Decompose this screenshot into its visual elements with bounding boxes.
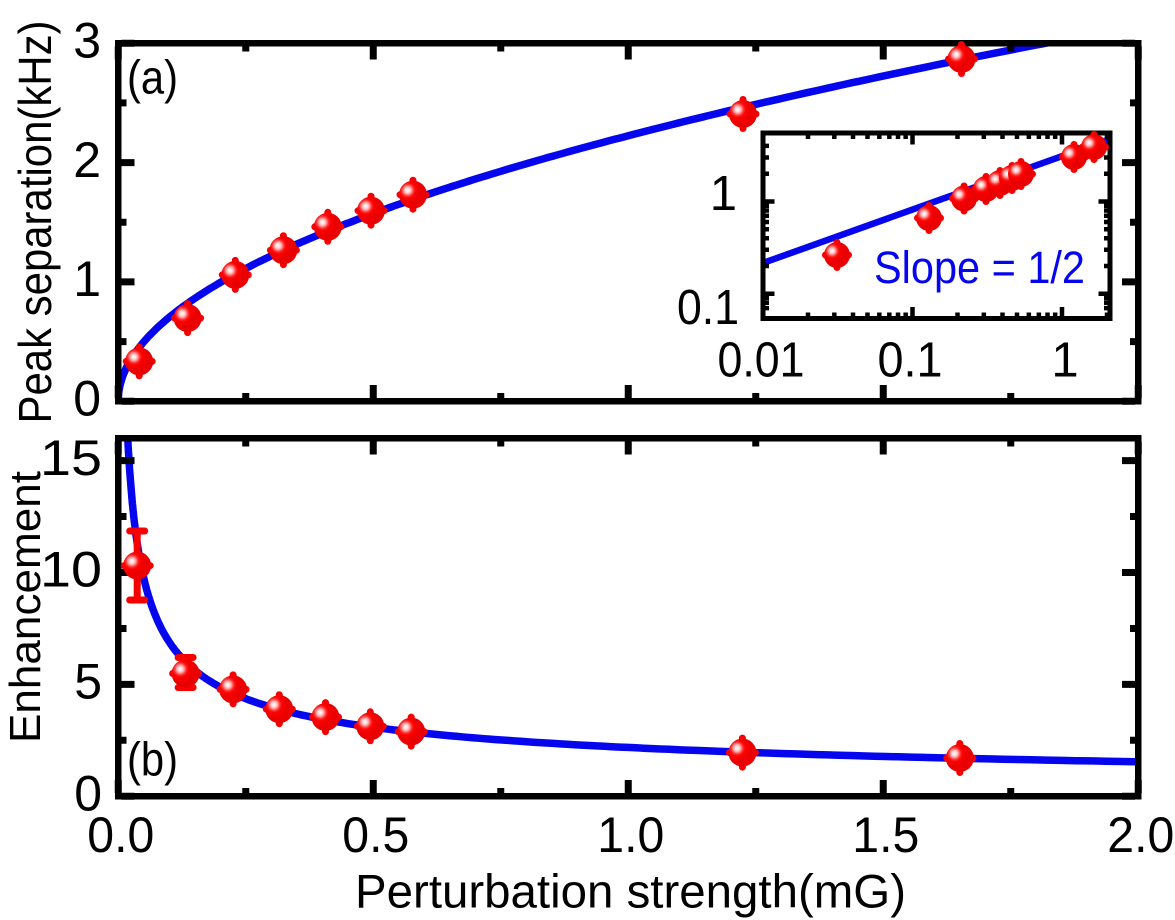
svg-text:10: 10 [40,542,102,598]
svg-text:1: 1 [1051,334,1078,388]
svg-text:1.5: 1.5 [852,807,919,863]
svg-text:Enhancement: Enhancement [1,471,50,743]
svg-text:15: 15 [40,430,102,486]
svg-text:0.0: 0.0 [87,807,154,863]
svg-text:2: 2 [73,132,101,188]
svg-text:Perturbation strength(mG): Perturbation strength(mG) [355,865,906,918]
svg-text:1: 1 [710,167,737,221]
svg-text:0.1: 0.1 [878,334,943,388]
svg-text:1: 1 [73,251,101,307]
svg-text:1.0: 1.0 [597,807,664,863]
svg-text:(b): (b) [127,732,178,785]
svg-text:Peak separation(kHz): Peak separation(kHz) [9,21,61,424]
svg-text:3: 3 [73,13,101,69]
svg-text:2.0: 2.0 [1107,807,1174,863]
svg-text:0.5: 0.5 [342,807,409,863]
svg-text:(a): (a) [127,51,178,104]
svg-text:Slope = 1/2: Slope = 1/2 [874,242,1085,293]
svg-text:5: 5 [74,654,102,710]
svg-text:0: 0 [73,370,101,426]
svg-text:0.1: 0.1 [677,281,739,335]
svg-text:0: 0 [74,766,102,822]
svg-text:0.01: 0.01 [718,334,805,388]
